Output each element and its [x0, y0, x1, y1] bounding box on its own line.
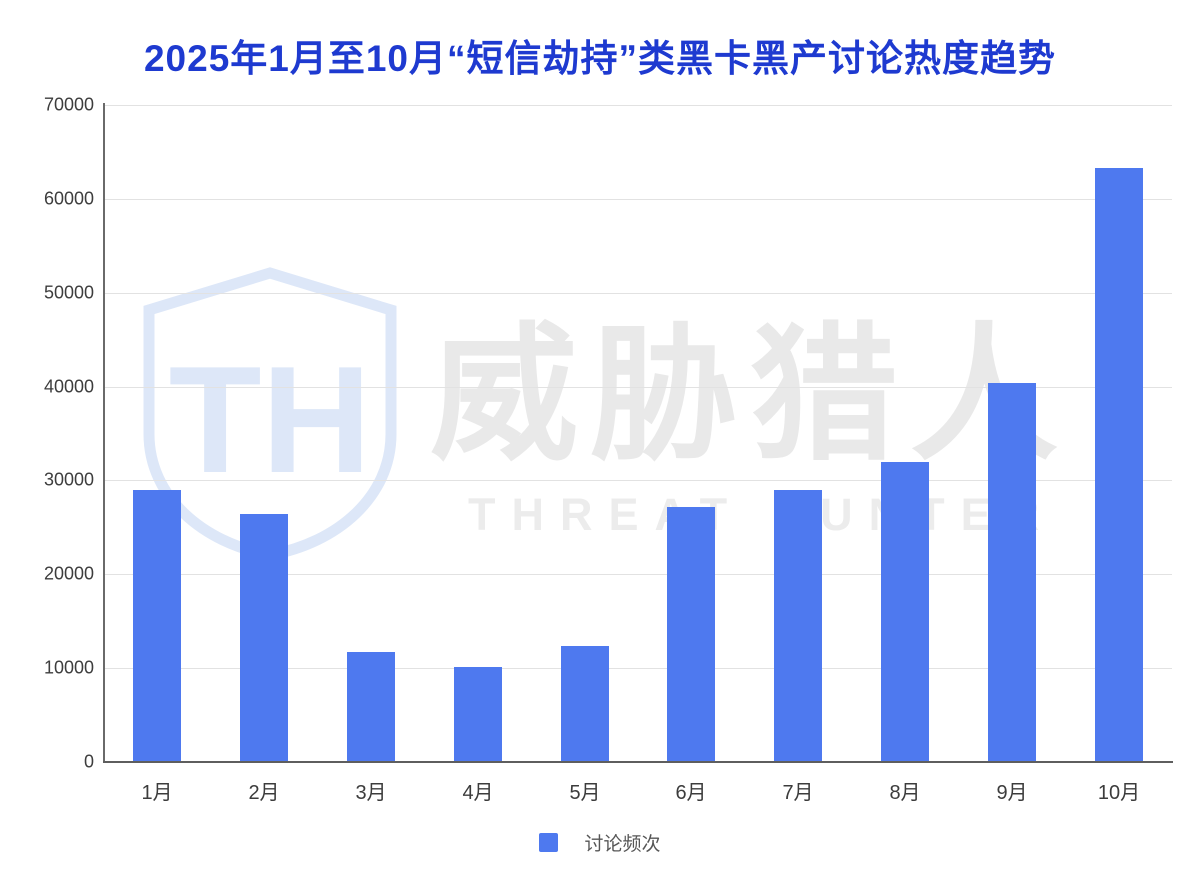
y-axis-label-60000: 60000 [43, 188, 94, 209]
gridline-40000 [104, 387, 1172, 388]
bar-2月 [240, 514, 288, 762]
bar-6月 [667, 507, 715, 762]
bar-4月 [454, 667, 502, 762]
bar-3月 [347, 652, 395, 762]
bar-5月 [561, 646, 609, 762]
bar-9月 [988, 383, 1036, 762]
gridline-70000 [104, 105, 1172, 106]
y-axis-label-50000: 50000 [43, 282, 94, 303]
y-axis-label-20000: 20000 [43, 563, 94, 584]
y-axis-label-70000: 70000 [43, 94, 94, 115]
gridline-50000 [104, 293, 1172, 294]
bar-7月 [774, 490, 822, 762]
bar-1月 [133, 490, 181, 762]
bar-10月 [1095, 168, 1143, 762]
x-axis-label-5月: 5月 [569, 782, 601, 804]
legend: 讨论频次 [0, 829, 1200, 856]
x-axis-label-7月: 7月 [782, 782, 814, 804]
x-axis-line [103, 761, 1173, 763]
plot-area [104, 105, 1172, 762]
y-axis-label-0: 0 [83, 751, 94, 772]
gridline-60000 [104, 199, 1172, 200]
y-axis-label-10000: 10000 [43, 657, 94, 678]
gridline-30000 [104, 480, 1172, 481]
legend-series-label: 讨论频次 [584, 834, 661, 855]
x-axis-label-4月: 4月 [462, 782, 494, 804]
y-axis-line [103, 103, 105, 763]
x-axis-label-3月: 3月 [355, 782, 387, 804]
bar-8月 [881, 462, 929, 762]
x-axis-label-1月: 1月 [141, 782, 173, 804]
x-axis-label-2月: 2月 [248, 782, 280, 804]
x-axis-label-6月: 6月 [675, 782, 707, 804]
y-axis-label-40000: 40000 [43, 376, 94, 397]
gridline-10000 [104, 668, 1172, 669]
chart-title: 2025年1月至10月“短信劫持”类黑卡黑产讨论热度趋势 [143, 38, 1057, 79]
y-axis-label-30000: 30000 [43, 469, 94, 490]
x-axis-label-10月: 10月 [1097, 782, 1141, 804]
gridline-20000 [104, 574, 1172, 575]
legend-color-swatch [539, 833, 559, 852]
x-axis-label-9月: 9月 [996, 782, 1028, 804]
x-axis-label-8月: 8月 [889, 782, 921, 804]
